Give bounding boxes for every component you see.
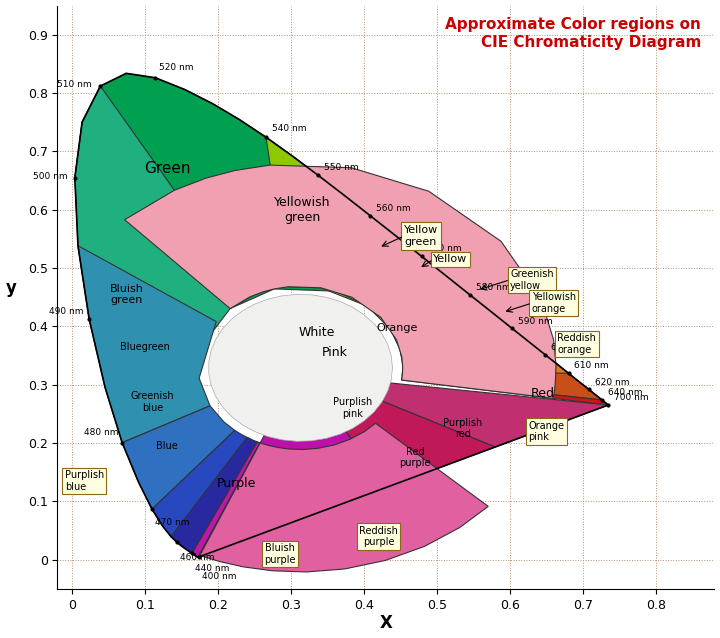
- Text: Reddish
orange: Reddish orange: [557, 333, 596, 355]
- Polygon shape: [209, 294, 392, 441]
- X-axis label: X: X: [379, 614, 392, 632]
- Polygon shape: [192, 442, 260, 557]
- Text: 400 nm: 400 nm: [202, 572, 237, 581]
- Polygon shape: [78, 246, 216, 443]
- Polygon shape: [199, 423, 488, 572]
- Text: Yellow: Yellow: [433, 255, 467, 264]
- Polygon shape: [122, 406, 235, 509]
- Polygon shape: [379, 383, 608, 447]
- Text: Red: Red: [531, 387, 555, 400]
- Text: Bluegreen: Bluegreen: [120, 342, 170, 352]
- Text: Pink: Pink: [322, 346, 348, 359]
- Text: Bluish
purple: Bluish purple: [264, 543, 296, 565]
- Text: Green: Green: [144, 161, 190, 176]
- Text: Purplish
pink: Purplish pink: [333, 397, 373, 419]
- Polygon shape: [344, 399, 495, 487]
- Text: Purplish
red: Purplish red: [443, 418, 482, 440]
- Text: 610 nm: 610 nm: [575, 361, 609, 370]
- Text: Greenish
yellow: Greenish yellow: [510, 269, 554, 290]
- Text: 490 nm: 490 nm: [49, 307, 84, 316]
- Polygon shape: [199, 429, 386, 557]
- Polygon shape: [402, 370, 602, 400]
- Text: 460 nm: 460 nm: [180, 553, 215, 562]
- Text: Reddish
purple: Reddish purple: [359, 526, 398, 547]
- Text: 470 nm: 470 nm: [155, 518, 189, 527]
- Polygon shape: [125, 165, 556, 398]
- Polygon shape: [400, 329, 569, 373]
- Text: 500 nm: 500 nm: [33, 172, 68, 181]
- Text: 480 nm: 480 nm: [84, 428, 119, 437]
- Text: 590 nm: 590 nm: [518, 316, 553, 325]
- Polygon shape: [75, 73, 370, 309]
- Polygon shape: [336, 216, 469, 329]
- Polygon shape: [266, 137, 421, 306]
- Text: 570 nm: 570 nm: [428, 244, 462, 253]
- Polygon shape: [198, 443, 260, 557]
- Text: Orange
pink: Orange pink: [528, 420, 564, 442]
- Text: 520 nm: 520 nm: [159, 63, 194, 72]
- Text: 560 nm: 560 nm: [377, 204, 411, 213]
- Text: 640 nm: 640 nm: [608, 388, 642, 397]
- Text: 620 nm: 620 nm: [595, 378, 629, 387]
- Text: Blue: Blue: [156, 441, 178, 451]
- Text: 550 nm: 550 nm: [324, 163, 359, 172]
- Text: Yellowish
green: Yellowish green: [274, 196, 330, 224]
- Polygon shape: [152, 431, 251, 542]
- Text: Greenish
blue: Greenish blue: [130, 392, 174, 413]
- Text: 440 nm: 440 nm: [195, 564, 229, 573]
- Polygon shape: [75, 86, 250, 345]
- Text: 510 nm: 510 nm: [57, 80, 91, 89]
- Text: 700 nm: 700 nm: [614, 393, 649, 402]
- Text: 600 nm: 600 nm: [551, 343, 585, 352]
- Polygon shape: [402, 378, 608, 405]
- Text: Bluish
green: Bluish green: [110, 283, 144, 305]
- Text: Purple: Purple: [217, 477, 256, 491]
- Text: Yellowish
orange: Yellowish orange: [532, 292, 576, 314]
- Polygon shape: [402, 355, 589, 389]
- Polygon shape: [171, 438, 257, 553]
- Text: Yellow
green: Yellow green: [404, 225, 438, 247]
- Text: Purplish
blue: Purplish blue: [65, 470, 104, 492]
- Polygon shape: [367, 256, 512, 350]
- Text: 540 nm: 540 nm: [272, 124, 307, 133]
- Text: 580 nm: 580 nm: [476, 283, 510, 292]
- Text: Orange: Orange: [376, 323, 418, 332]
- Y-axis label: y: y: [6, 279, 17, 297]
- Text: Approximate Color regions on
CIE Chromaticity Diagram: Approximate Color regions on CIE Chromat…: [446, 17, 701, 50]
- Text: White: White: [298, 326, 335, 339]
- Text: Red
purple: Red purple: [400, 447, 431, 468]
- Polygon shape: [390, 295, 545, 362]
